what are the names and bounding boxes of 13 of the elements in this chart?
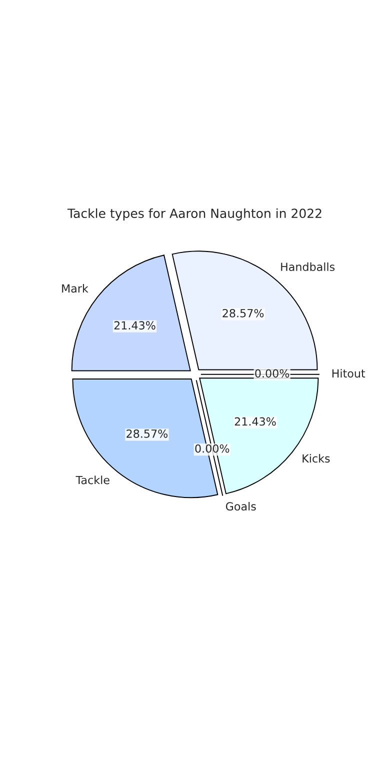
- data-label: 21.43%: [234, 417, 276, 426]
- slice-label: Tackle: [76, 476, 110, 484]
- chart-title: Tackle types for Aaron Naughton in 2022: [67, 208, 322, 220]
- data-label: 21.43%: [114, 321, 156, 330]
- text: 0.00%: [255, 369, 290, 378]
- slice-label: Handballs: [281, 262, 335, 272]
- category-label: Goals: [226, 502, 256, 511]
- text: 0.00%: [195, 444, 230, 453]
- category-label: Hitout: [332, 369, 366, 378]
- data-label: 28.57%: [222, 308, 264, 318]
- slice-label: Kicks: [302, 454, 330, 463]
- data-label: 28.57%: [126, 429, 168, 438]
- slice-label: Mark: [62, 284, 88, 293]
